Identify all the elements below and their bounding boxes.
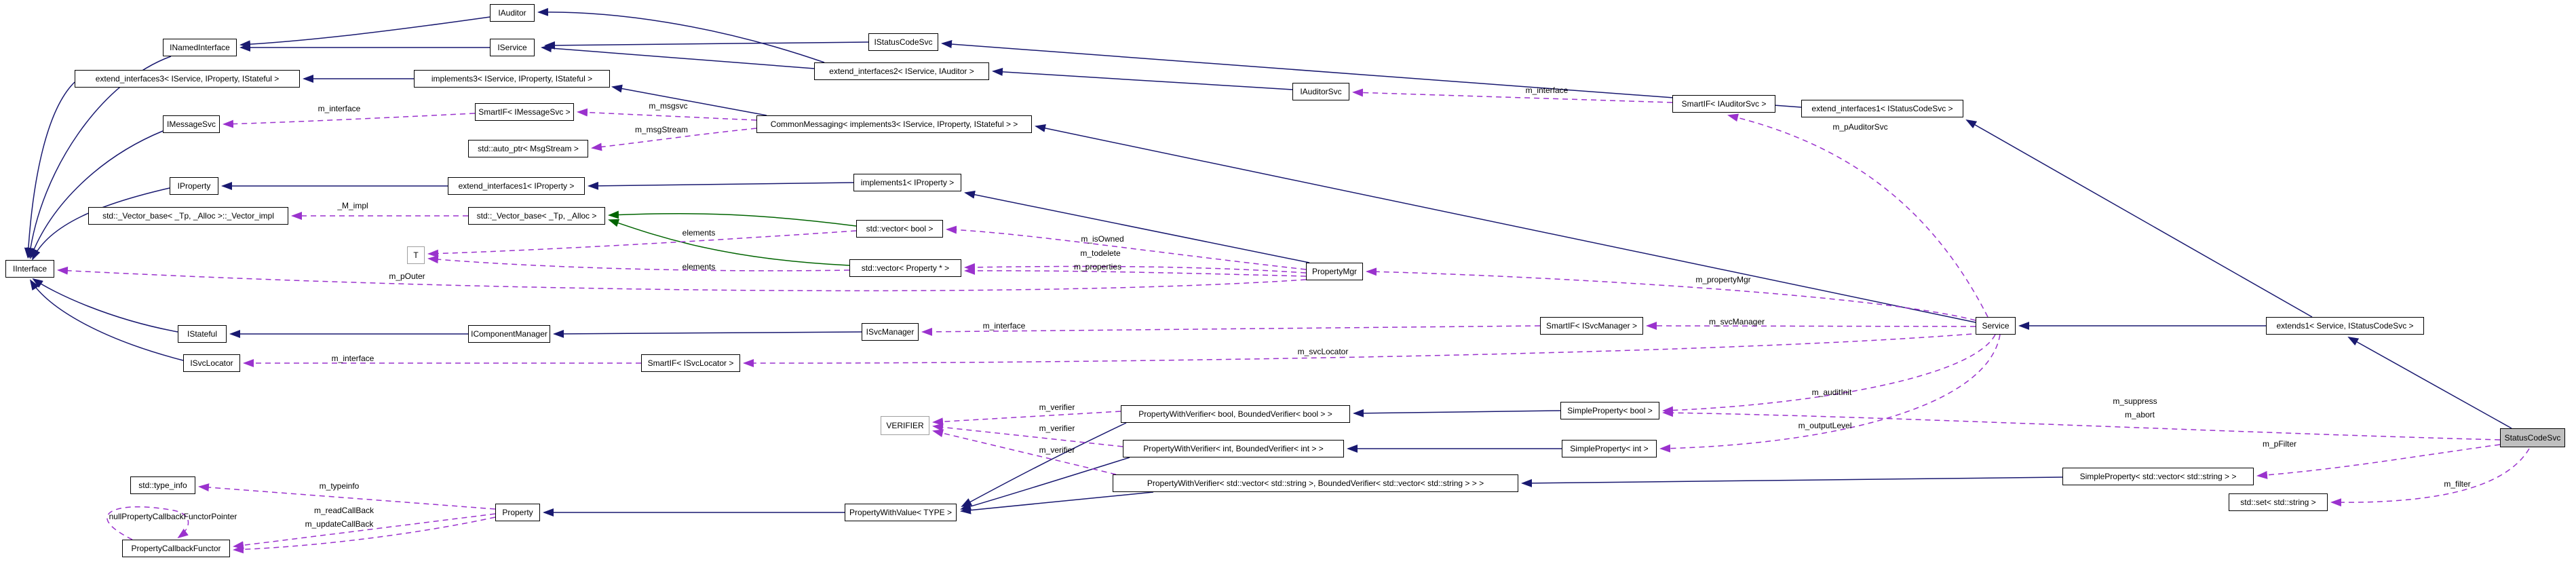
edge-label-m_verifier_bool: m_verifier — [1039, 402, 1075, 412]
class-node-simpleproperty_vector[interactable]: SimpleProperty< std::vector< std::string… — [2062, 468, 2254, 485]
class-node-vector_property[interactable]: std::vector< Property * > — [849, 259, 961, 277]
class-node-inamedinterface[interactable]: INamedInterface — [163, 39, 237, 56]
class-node-vector_base_impl[interactable]: std::_Vector_base< _Tp, _Alloc >::_Vecto… — [88, 207, 288, 225]
class-node-extend_interfaces2[interactable]: extend_interfaces2< IService, IAuditor > — [814, 62, 989, 80]
class-node-extend_interfaces1_statuscodesvc[interactable]: extend_interfaces1< IStatusCodeSvc > — [1801, 100, 1963, 117]
class-node-implements3[interactable]: implements3< IService, IProperty, IState… — [414, 70, 610, 88]
class-node-propertycallbackfunctor[interactable]: PropertyCallbackFunctor — [122, 540, 230, 557]
class-node-extends1[interactable]: extends1< Service, IStatusCodeSvc > — [2266, 317, 2424, 335]
class-node-propertymgr[interactable]: PropertyMgr — [1306, 263, 1363, 280]
class-node-iauditorsvc[interactable]: IAuditorSvc — [1292, 83, 1349, 100]
class-node-vector_bool[interactable]: std::vector< bool > — [856, 220, 943, 238]
class-node-simpleproperty_int[interactable]: SimpleProperty< int > — [1562, 440, 1657, 457]
class-node-smartif_isvcmanager[interactable]: SmartIF< ISvcManager > — [1540, 317, 1643, 335]
edge-label-m_pauditorsvc: m_pAuditorSvc — [1832, 122, 1888, 132]
edge-label-m_typeinfo: m_typeinfo — [319, 481, 360, 491]
edge-label-m_readcallback: m_readCallBack — [313, 506, 374, 515]
edge-label-m_isowned: m_isOwned — [1081, 234, 1124, 244]
class-node-simpleproperty_bool[interactable]: SimpleProperty< bool > — [1560, 402, 1659, 419]
class-node-pwv_int[interactable]: PropertyWithVerifier< int, BoundedVerifi… — [1123, 440, 1344, 457]
class-node-property[interactable]: Property — [495, 504, 540, 521]
edge-label-elements_top: elements — [682, 228, 716, 238]
edge-label-m_abort: m_abort — [2124, 410, 2155, 419]
class-node-service[interactable]: Service — [1976, 317, 2016, 335]
class-node-imessagesvc[interactable]: IMessageSvc — [163, 115, 220, 133]
class-node-extend_interfaces3[interactable]: extend_interfaces3< IService, IProperty,… — [75, 70, 300, 88]
class-node-isvcmanager[interactable]: ISvcManager — [862, 323, 919, 341]
class-node-pwv_vector[interactable]: PropertyWithVerifier< std::vector< std::… — [1113, 474, 1518, 492]
edge-label-m_interface_auditorsvc: m_interface — [1525, 86, 1569, 95]
edge-label-m_auditinit: m_auditInit — [1811, 388, 1852, 397]
edge-label-m_propertymgr: m_propertyMgr — [1695, 275, 1751, 284]
edge-label-m_outputlevel: m_outputLevel — [1798, 421, 1852, 430]
class-node-vector_base[interactable]: std::_Vector_base< _Tp, _Alloc > — [468, 207, 605, 225]
class-node-iproperty[interactable]: IProperty — [170, 177, 218, 195]
class-node-statuscodesvc[interactable]: StatusCodeSvc — [2500, 428, 2565, 447]
class-node-verifier[interactable]: VERIFIER — [881, 416, 929, 435]
edge-label-m_svcmanager: m_svcManager — [1708, 317, 1765, 326]
edge-label-m_filter: m_filter — [2444, 479, 2471, 489]
edge-label-m_pfilter: m_pFilter — [2262, 439, 2297, 449]
class-node-iinterface[interactable]: IInterface — [5, 260, 54, 278]
class-node-type_info[interactable]: std::type_info — [130, 476, 195, 494]
class-node-propertywithvalue[interactable]: PropertyWithValue< TYPE > — [845, 504, 957, 521]
class-node-pwv_bool[interactable]: PropertyWithVerifier< bool, BoundedVerif… — [1121, 405, 1350, 423]
class-node-istatuscodesvc[interactable]: IStatusCodeSvc — [868, 33, 938, 51]
edge-label-elements_bottom: elements — [682, 262, 716, 271]
edge-label-m_impl: _M_impl — [337, 201, 368, 210]
class-node-auto_ptr_msgstream[interactable]: std::auto_ptr< MsgStream > — [468, 140, 588, 157]
inheritance-edges — [24, 7, 2512, 517]
class-node-iservice[interactable]: IService — [490, 39, 535, 56]
class-node-iauditor[interactable]: IAuditor — [490, 4, 535, 22]
class-node-t_param[interactable]: T — [407, 246, 425, 264]
class-node-implements1_iproperty[interactable]: implements1< IProperty > — [853, 174, 961, 191]
edge-label-m_updatecallback: m_updateCallBack — [305, 519, 374, 529]
edge-label-m_interface_svcmanager: m_interface — [982, 321, 1026, 331]
edge-label-nullpropertycallbackfunctorpointer: nullPropertyCallbackFunctorPointer — [109, 512, 237, 521]
edge-label-m_properties: m_properties — [1073, 262, 1122, 271]
edge-label-m_suppress: m_suppress — [2113, 396, 2157, 406]
class-node-isvclocator[interactable]: ISvcLocator — [183, 354, 240, 372]
edge-label-m_pouter: m_pOuter — [389, 271, 425, 281]
class-node-set_string[interactable]: std::set< std::string > — [2229, 493, 2328, 511]
edge-label-m_todelete: m_todelete — [1080, 248, 1121, 258]
class-node-istateful[interactable]: IStateful — [178, 325, 227, 343]
protected-inheritance-edges — [608, 210, 857, 266]
edge-label-m_verifier_vector: m_verifier — [1039, 445, 1075, 455]
edge-label-m_interface_svclocator: m_interface — [331, 354, 374, 363]
class-node-smartif_imessagesvc[interactable]: SmartIF< IMessageSvc > — [475, 103, 574, 121]
class-node-extend_interfaces1_iproperty[interactable]: extend_interfaces1< IProperty > — [448, 177, 585, 195]
class-node-smartif_iauditorsvc[interactable]: SmartIF< IAuditorSvc > — [1672, 95, 1775, 113]
edge-label-m_verifier_int: m_verifier — [1039, 424, 1075, 433]
edge-label-m_msgstream: m_msgStream — [634, 125, 689, 134]
class-node-icomponentmanager[interactable]: IComponentManager — [468, 325, 550, 343]
class-node-commonmessaging[interactable]: CommonMessaging< implements3< IService, … — [756, 115, 1032, 133]
usage-edges — [57, 88, 2530, 554]
edge-label-m_interface_msgsvc: m_interface — [318, 104, 361, 113]
edge-label-m_msgsvc: m_msgsvc — [649, 101, 688, 111]
edge-label-m_svclocator: m_svcLocator — [1297, 347, 1349, 356]
class-node-smartif_isvclocator[interactable]: SmartIF< ISvcLocator > — [641, 354, 740, 372]
